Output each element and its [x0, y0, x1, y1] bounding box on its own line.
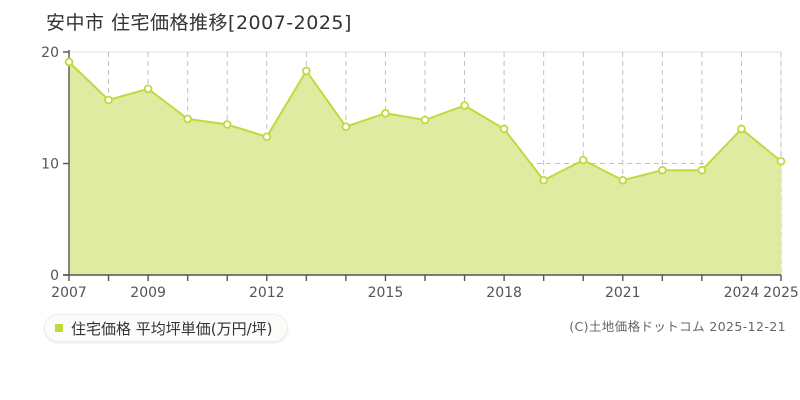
x-axis-tick-label: 2007 — [51, 285, 87, 301]
x-axis-tick-labels: 2007 2009 2012 2015 2018 2021 2024 2025 — [51, 285, 799, 301]
copyright-credit: (C)土地価格ドットコム 2025-12-21 — [569, 319, 786, 334]
chart-legend: 住宅価格 平均坪単価(万円/坪) — [44, 314, 288, 342]
x-axis-tick-label: 2018 — [486, 285, 522, 301]
chart-title: 安中市 住宅価格推移[2007-2025] — [46, 12, 352, 34]
data-point-markers — [64, 57, 786, 185]
axes — [63, 50, 782, 281]
x-axis-tick-label: 2015 — [368, 285, 404, 301]
x-axis-tick-label: 2012 — [249, 285, 285, 301]
x-axis-tick-label: 2009 — [130, 285, 166, 301]
x-axis-tick-label: 2025 — [763, 285, 799, 301]
svg-text:20: 20 — [41, 45, 59, 61]
area-series — [69, 62, 781, 275]
svg-text:10: 10 — [41, 157, 59, 173]
x-axis-tick-label: 2021 — [605, 285, 641, 301]
legend-label: 住宅価格 平均坪単価(万円/坪) — [71, 319, 273, 338]
svg-text:0: 0 — [50, 268, 59, 284]
legend-swatch-icon — [55, 324, 63, 332]
y-axis-tick-labels: 0 10 20 — [41, 45, 59, 284]
x-axis-tick-label: 2024 — [724, 285, 760, 301]
